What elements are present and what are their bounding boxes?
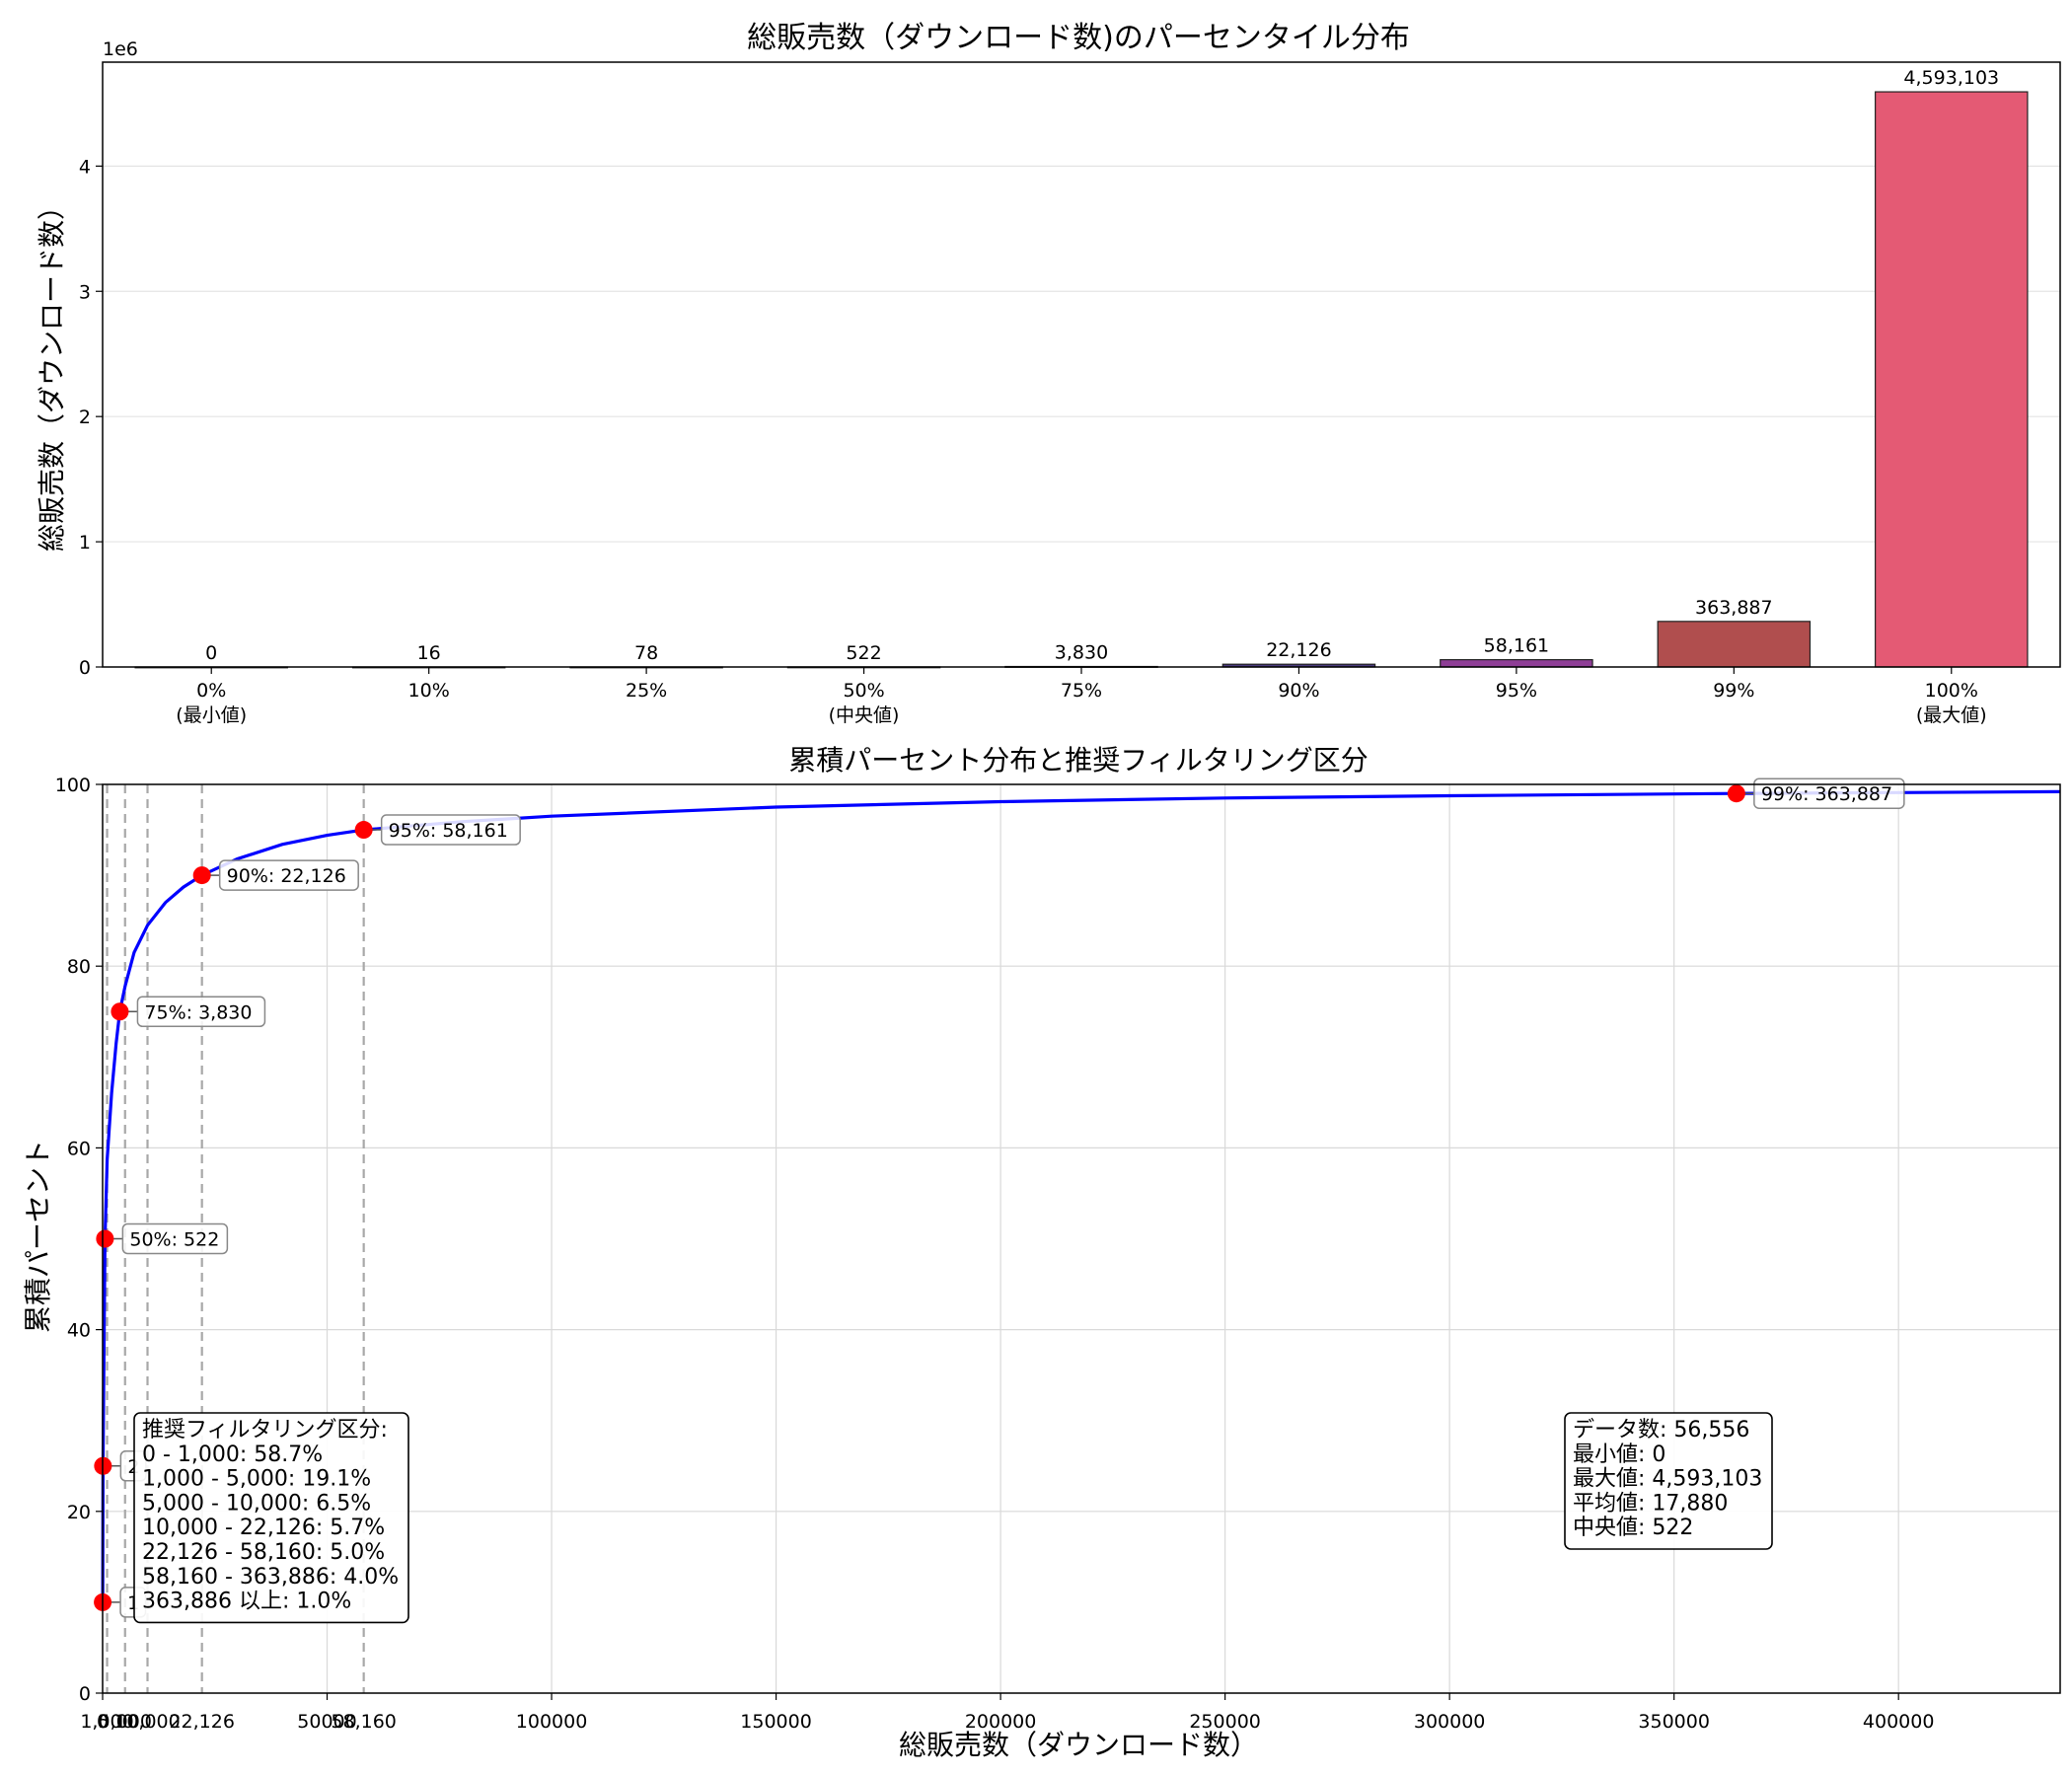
bar	[1875, 91, 2029, 668]
cumulative-chart-xlabel: 総販売数（ダウンロード数）	[899, 1729, 1258, 1761]
filter-box-line: 58,160 - 363,886: 4.0%	[142, 1565, 399, 1590]
bar-x-tick-sublabel: (最大値)	[1916, 704, 1987, 726]
cum-y-tick-label: 60	[67, 1138, 91, 1159]
percentile-marker	[354, 821, 373, 840]
cum-x-tick-label: 300000	[1414, 1711, 1486, 1733]
filter-box-line: 5,000 - 10,000: 6.5%	[142, 1491, 371, 1516]
cum-x-tick-label: 350000	[1638, 1711, 1710, 1733]
threshold-label: 1,000	[80, 1711, 133, 1733]
cumulative-chart: 累積パーセント分布と推奨フィルタリング区分 累積パーセント 総販売数（ダウンロー…	[22, 744, 2061, 1761]
bar	[1440, 659, 1593, 668]
filter-box-line: 22,126 - 58,160: 5.0%	[142, 1540, 385, 1565]
stats-box-frame	[1564, 1412, 1773, 1550]
stats-box-line: 中央値: 522	[1573, 1516, 1693, 1540]
bar-x-tick-label: 99%	[1713, 680, 1754, 702]
bar-value-label: 3,830	[1055, 642, 1108, 664]
cum-x-tick-label: 250000	[1189, 1711, 1261, 1733]
bar-marks: 0 16 78 522 3,830 22,126 58,161 363,887 4,593,10…	[134, 67, 2029, 669]
bar-chart: 総販売数（ダウンロード数)のパーセンタイル分布 1e6 総販売数（ダウンロード数…	[36, 21, 2061, 726]
cum-y-tick-label: 0	[79, 1683, 91, 1705]
bar-x-tick-label: 25%	[626, 680, 667, 702]
cum-x-tick-label: 150000	[740, 1711, 812, 1733]
stats-box-line: 最小値: 0	[1573, 1443, 1665, 1467]
threshold-label: 10,000	[114, 1711, 180, 1733]
bar-value-label: 522	[846, 642, 881, 664]
bar-x-tick-label: 75%	[1061, 680, 1102, 702]
bar-value-label: 4,593,103	[1903, 67, 1999, 89]
percentile-label-box	[1753, 777, 1905, 809]
filter-box-line: 363,886 以上: 1.0%	[142, 1590, 351, 1614]
percentile-label: 50%: 522	[129, 1229, 219, 1251]
threshold-label: 22,126	[169, 1711, 234, 1733]
cumulative-chart-title: 累積パーセント分布と推奨フィルタリング区分	[788, 744, 1368, 777]
cum-y-tick-label: 40	[67, 1320, 91, 1342]
percentile-label-box	[218, 859, 359, 891]
cum-y-tick-label: 80	[67, 956, 91, 978]
bar-value-label: 22,126	[1266, 639, 1331, 661]
bar-x-tick-label: 10%	[408, 680, 450, 702]
percentile-label: 75%: 3,830	[144, 1001, 252, 1023]
percentile-label: 90%: 22,126	[227, 865, 346, 887]
bar-y-tick-label: 0	[79, 657, 91, 679]
cum-x-tick-label: 100000	[516, 1711, 588, 1733]
cumulative-plot-frame	[102, 783, 2061, 1694]
bar-gridlines	[103, 165, 2060, 543]
filter-box-frame	[133, 1412, 409, 1624]
filter-box-line: 0 - 1,000: 58.7%	[142, 1443, 323, 1467]
cum-x-tick-label: 200000	[965, 1711, 1037, 1733]
bar-x-tick-label: 50%	[843, 680, 884, 702]
bar-value-label: 363,887	[1695, 597, 1773, 619]
stats-box-line: 平均値: 17,880	[1573, 1491, 1728, 1516]
bar-chart-ylabel: 総販売数（ダウンロード数）	[36, 192, 68, 552]
bar-y-ticks: 0 1 2 3 4	[79, 156, 103, 679]
filter-box-line: 10,000 - 22,126: 5.7%	[142, 1516, 385, 1540]
cumulative-x-ticks: 0 50000 100000 150000 200000 250000 300000 3500…	[97, 1693, 1934, 1733]
bar-x-tick-label: 100%	[1925, 680, 1978, 702]
cum-y-tick-label: 100	[55, 775, 91, 796]
cum-x-tick-label: 0	[97, 1711, 109, 1733]
percentile-marker	[111, 1002, 129, 1021]
stats-box-line: データ数: 56,556	[1573, 1418, 1749, 1443]
bar	[1657, 621, 1812, 668]
bar-y-tick-label: 1	[79, 532, 91, 554]
cumulative-chart-ylabel: 累積パーセント	[22, 1140, 54, 1333]
percentile-label: 95%: 58,161	[389, 820, 508, 842]
bar-y-tick-label: 4	[79, 156, 91, 178]
percentile-label-box	[121, 1222, 229, 1255]
bar-x-tick-label: 0%	[196, 680, 226, 702]
filter-box-title: 推奨フィルタリング区分:	[142, 1418, 388, 1443]
bar-value-label: 0	[205, 642, 217, 664]
bar-chart-title: 総販売数（ダウンロード数)のパーセンタイル分布	[747, 21, 1410, 55]
cum-x-tick-label: 50000	[297, 1711, 356, 1733]
bar-x-tick-sublabel: (最小値)	[176, 704, 247, 726]
cumulative-y-ticks: 0 20 40 60 80 100	[55, 775, 103, 1705]
percentile-label-box	[380, 814, 521, 846]
percentile-label: 99%: 363,887	[1761, 783, 1892, 805]
filter-box-line: 1,000 - 5,000: 19.1%	[142, 1467, 371, 1492]
bar-value-label: 16	[417, 642, 441, 664]
bar-plot-frame	[102, 61, 2061, 668]
bar-x-ticks: 0%(最小値) 10% 25% 50%(中央値) 75% 90% 95% 99% 100%(最大…	[176, 667, 1987, 726]
bar-value-label: 78	[634, 642, 658, 664]
stats-box-line: 最大値: 4,593,103	[1573, 1467, 1762, 1492]
filter-legend-box: 推奨フィルタリング区分:0 - 1,000: 58.7%1,000 - 5,00…	[133, 1412, 409, 1624]
bar-y-tick-label: 3	[79, 281, 91, 303]
bar-x-tick-sublabel: (中央値)	[829, 704, 900, 726]
cum-y-tick-label: 20	[67, 1502, 91, 1523]
percentile-label-box	[136, 996, 266, 1027]
percentile-marker	[192, 866, 211, 885]
percentile-marker	[96, 1229, 114, 1248]
bar-x-tick-label: 90%	[1278, 680, 1319, 702]
y-offset-label: 1e6	[103, 38, 138, 60]
cum-x-tick-label: 400000	[1863, 1711, 1935, 1733]
percentile-marker	[1727, 784, 1745, 803]
bar-y-tick-label: 2	[79, 407, 91, 428]
bar-value-label: 58,161	[1484, 635, 1549, 657]
threshold-label: 58,160	[331, 1711, 396, 1733]
threshold-label: 5,000	[99, 1711, 152, 1733]
bar-x-tick-label: 95%	[1496, 680, 1537, 702]
